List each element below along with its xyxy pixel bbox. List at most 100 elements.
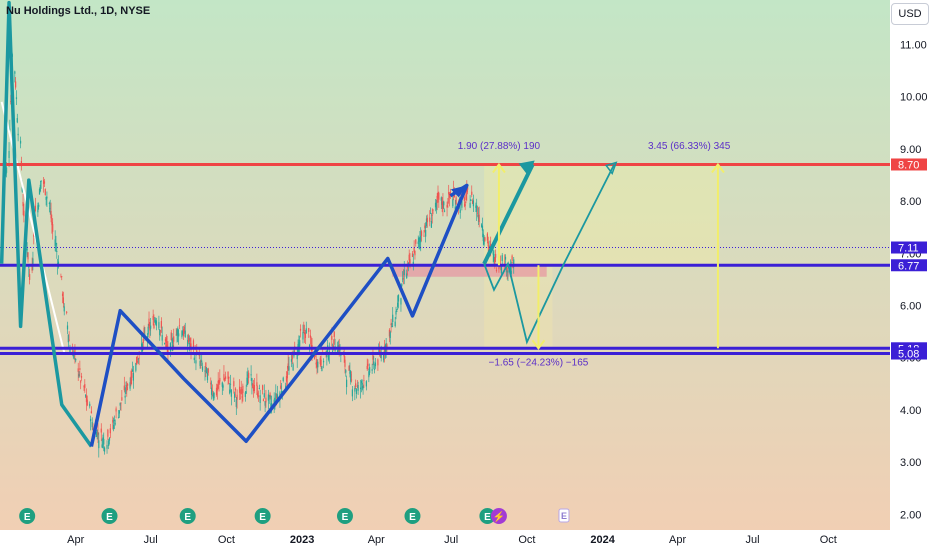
- candle-body: [361, 382, 363, 385]
- candle-body: [117, 417, 120, 418]
- candle-body: [154, 320, 156, 322]
- candle-body: [470, 200, 472, 201]
- candle-body: [400, 298, 402, 305]
- candle-body: [291, 355, 293, 360]
- candle-body: [360, 387, 362, 390]
- candle-body: [350, 379, 353, 381]
- candle-body: [252, 386, 255, 392]
- candle-body: [333, 331, 335, 337]
- candle-body: [83, 386, 85, 388]
- candle-body: [304, 333, 307, 339]
- candle-body: [109, 428, 111, 434]
- earnings-icon[interactable]: E: [179, 508, 196, 524]
- candle-body: [238, 386, 241, 393]
- candle-body: [504, 256, 507, 260]
- candle-body: [484, 237, 486, 241]
- candle-body: [44, 189, 46, 196]
- candle-body: [429, 217, 431, 222]
- price-axis-panel[interactable]: [890, 0, 932, 550]
- candle-body: [201, 360, 203, 363]
- candle-body: [258, 388, 260, 389]
- candle-body: [420, 231, 423, 236]
- x-tick-label: 2024: [590, 534, 615, 546]
- candle-body: [155, 320, 158, 326]
- candle-body: [493, 253, 495, 262]
- candle-body: [193, 357, 195, 361]
- earnings-icon-letter: E: [409, 512, 416, 523]
- symbol-title: Nu Holdings Ltd., 1D, NYSE: [6, 5, 151, 17]
- candle-body: [240, 387, 242, 394]
- candle-body: [500, 265, 502, 274]
- candle-body: [77, 368, 79, 372]
- candle-body: [396, 311, 398, 312]
- candle-body: [413, 247, 415, 253]
- candle-body: [265, 397, 267, 403]
- candle-body: [155, 319, 157, 324]
- candle-body: [309, 335, 311, 338]
- candle-body: [425, 218, 428, 226]
- candle-body: [10, 101, 12, 102]
- candle-body: [61, 276, 63, 278]
- candle-body: [435, 202, 437, 210]
- candle-body: [282, 377, 284, 381]
- candle-body: [112, 419, 114, 423]
- candle-body: [223, 374, 225, 381]
- candle-body: [218, 380, 220, 384]
- candle-body: [21, 187, 23, 192]
- candle-body: [292, 364, 294, 371]
- earnings-icon[interactable]: E: [19, 508, 36, 524]
- candle-body: [379, 355, 381, 357]
- candle-body: [161, 335, 163, 341]
- candle-body: [267, 394, 269, 401]
- candle-body: [27, 252, 29, 260]
- candle-body: [506, 267, 508, 272]
- y-tick-label: 10.00: [900, 92, 928, 104]
- candle-body: [247, 374, 249, 377]
- earnings-icon[interactable]: E: [404, 508, 421, 524]
- candle-body: [28, 266, 30, 268]
- dividend-icon[interactable]: ⚡: [490, 508, 507, 524]
- candle-body: [401, 278, 404, 280]
- candle-body: [449, 191, 451, 196]
- blue-wave-head: [450, 185, 467, 198]
- candle-body: [302, 331, 304, 340]
- candle-body: [447, 206, 449, 208]
- earnings-icon[interactable]: E: [254, 508, 271, 524]
- candle-body: [170, 332, 172, 340]
- earnings-icon[interactable]: E: [479, 508, 496, 524]
- candle-body: [286, 371, 288, 379]
- candle-body: [482, 233, 484, 242]
- candle-body: [221, 382, 223, 387]
- candle-body: [426, 217, 428, 223]
- candle-body: [114, 423, 116, 425]
- currency-button[interactable]: USD: [891, 3, 929, 25]
- candle-body: [175, 334, 177, 336]
- candle-body: [124, 395, 126, 398]
- candle-body: [192, 340, 195, 348]
- candle-body: [14, 71, 16, 74]
- candle-body: [123, 385, 125, 391]
- candle-body: [54, 239, 56, 247]
- candle-body: [354, 387, 356, 392]
- time-axis-panel[interactable]: [0, 530, 890, 550]
- candle-body: [402, 278, 405, 280]
- earnings-icon-body: [101, 508, 118, 524]
- projection-arrow: [482, 163, 535, 265]
- candle-body: [419, 237, 421, 241]
- candle-body: [424, 225, 426, 229]
- earnings-icon-body: [19, 508, 36, 524]
- candle-body: [219, 377, 221, 382]
- candle-body: [210, 387, 213, 395]
- candle-body: [222, 385, 224, 388]
- earnings-icon[interactable]: E: [558, 508, 570, 523]
- candle-body: [476, 212, 479, 214]
- candle-body: [356, 385, 358, 387]
- candle-body: [360, 380, 363, 383]
- candle-body: [141, 343, 143, 347]
- earnings-icon[interactable]: E: [336, 508, 353, 524]
- x-tick-label: Oct: [518, 534, 535, 546]
- candle-body: [423, 235, 425, 237]
- earnings-icon[interactable]: E: [101, 508, 118, 524]
